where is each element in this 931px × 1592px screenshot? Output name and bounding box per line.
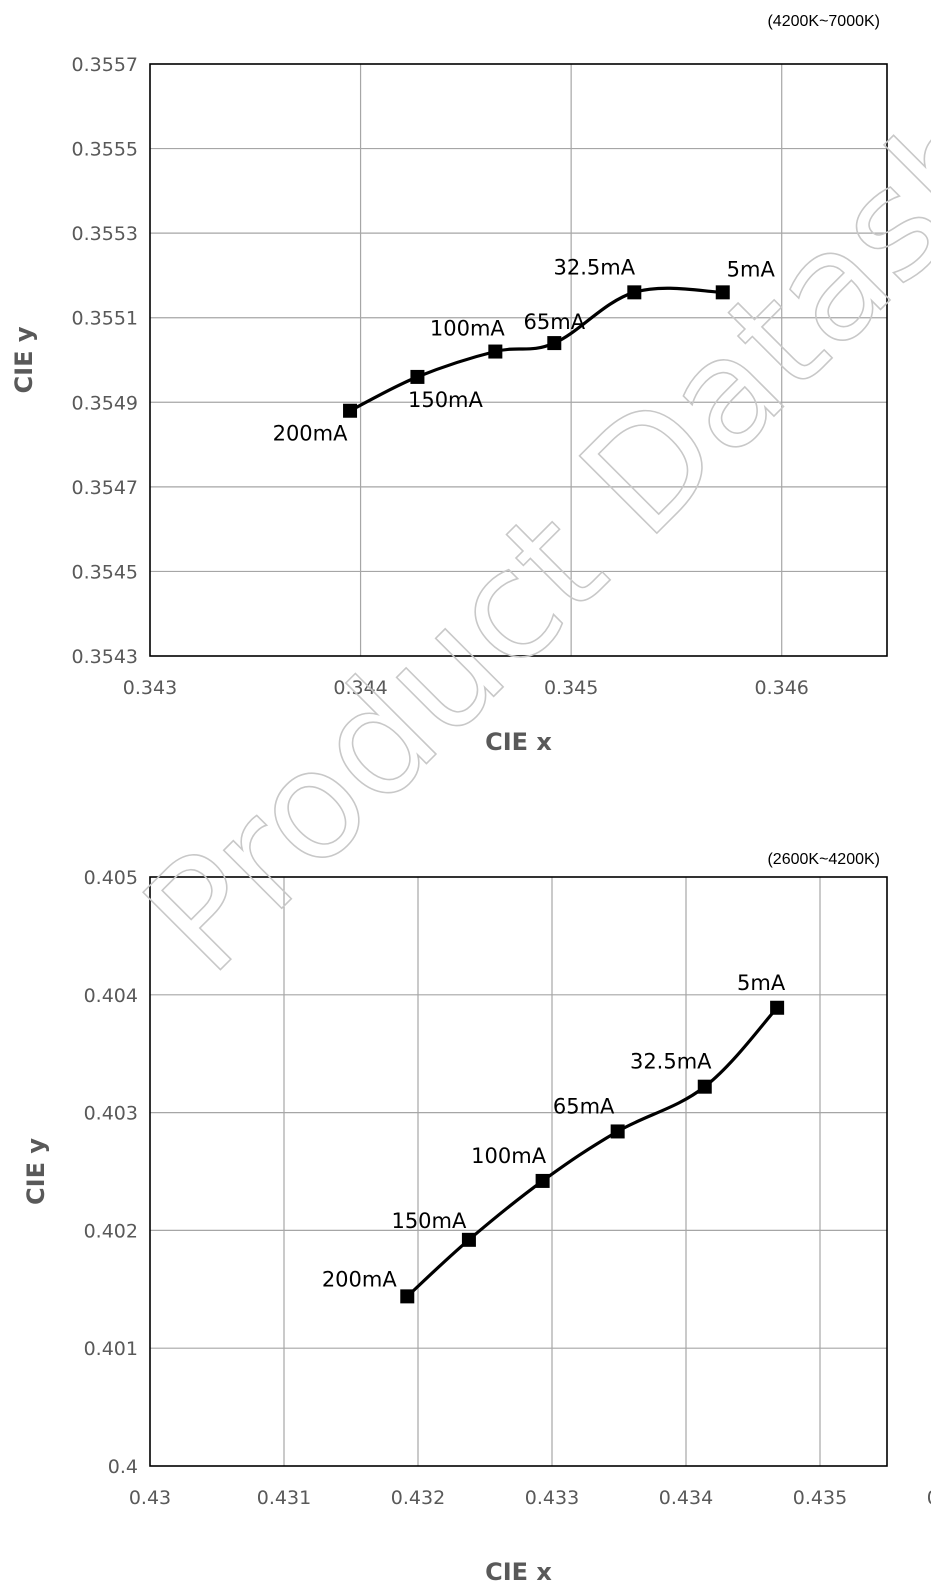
x-tick-label: 0.43	[129, 1487, 171, 1509]
y-tick-label: 0.3543	[72, 646, 138, 668]
data-point-label: 150mA	[408, 388, 484, 412]
data-point-marker	[610, 1124, 625, 1139]
data-point-marker	[410, 369, 425, 384]
y-tick-label: 0.3545	[72, 561, 138, 583]
x-axis-title: CIE x	[485, 728, 552, 756]
y-tick-label: 0.402	[84, 1220, 138, 1242]
x-tick-label: 0.346	[755, 677, 809, 699]
data-point-label: 100mA	[471, 1144, 547, 1168]
x-tick-label: 0.343	[123, 677, 177, 699]
data-point-marker	[461, 1232, 476, 1247]
x-tick-label: 0.345	[544, 677, 598, 699]
x-tick-label: 0.436	[927, 1487, 931, 1509]
cct-range-label: (2600K~4200K)	[767, 851, 880, 868]
data-point-marker	[697, 1079, 712, 1094]
x-axis-title: CIE x	[485, 1558, 552, 1586]
data-point-marker	[488, 344, 503, 359]
x-tick-label: 0.435	[793, 1487, 847, 1509]
y-tick-label: 0.3553	[72, 223, 138, 245]
data-point-marker	[770, 1000, 785, 1015]
chart-upper: 0.343 0.344 0.345 0.346 0.3543 0.3545 0.3547 0.…	[10, 13, 888, 756]
data-point-marker	[400, 1289, 415, 1304]
y-tick-label: 0.3557	[72, 54, 138, 76]
data-point-label: 200mA	[322, 1267, 398, 1291]
data-point-label: 100mA	[430, 317, 506, 341]
data-point-marker	[343, 403, 358, 418]
x-tick-label: 0.432	[391, 1487, 445, 1509]
x-tick-label: 0.433	[525, 1487, 579, 1509]
data-point-marker	[715, 285, 730, 300]
data-point-marker	[627, 285, 642, 300]
plot-frame	[149, 876, 888, 1467]
y-axis-title: CIE y	[10, 326, 38, 393]
y-axis-title: CIE y	[22, 1138, 50, 1205]
y-tick-label: 0.3547	[72, 477, 138, 499]
y-tick-label: 0.404	[84, 985, 138, 1007]
y-tick-label: 0.405	[84, 867, 138, 889]
data-point-label: 5mA	[737, 971, 786, 995]
data-point-marker	[547, 336, 562, 351]
y-tick-label: 0.401	[84, 1338, 138, 1360]
data-point-label: 200mA	[273, 422, 349, 446]
x-tick-label: 0.431	[257, 1487, 311, 1509]
data-point-label: 65mA	[524, 310, 586, 334]
y-tick-label: 0.3555	[72, 139, 138, 161]
plot-frame	[149, 63, 888, 657]
series-line	[405, 1006, 779, 1298]
data-point-label: 32.5mA	[630, 1050, 712, 1074]
y-tick-label: 0.3549	[72, 392, 138, 414]
data-point-marker	[535, 1173, 550, 1188]
x-tick-label: 0.344	[333, 677, 387, 699]
y-tick-label: 0.3551	[72, 308, 138, 330]
cct-range-label: (4200K~7000K)	[767, 13, 880, 30]
data-point-label: 5mA	[727, 257, 776, 281]
data-point-label: 65mA	[553, 1094, 615, 1118]
data-point-label: 32.5mA	[554, 255, 636, 279]
x-tick-label: 0.434	[659, 1487, 713, 1509]
y-tick-label: 0.4	[108, 1456, 138, 1478]
data-point-label: 150mA	[391, 1209, 467, 1233]
chart-lower: 0.43 0.431 0.432 0.433 0.434 0.435 0.436 0.4 0.4…	[22, 851, 931, 1586]
y-tick-label: 0.403	[84, 1103, 138, 1125]
